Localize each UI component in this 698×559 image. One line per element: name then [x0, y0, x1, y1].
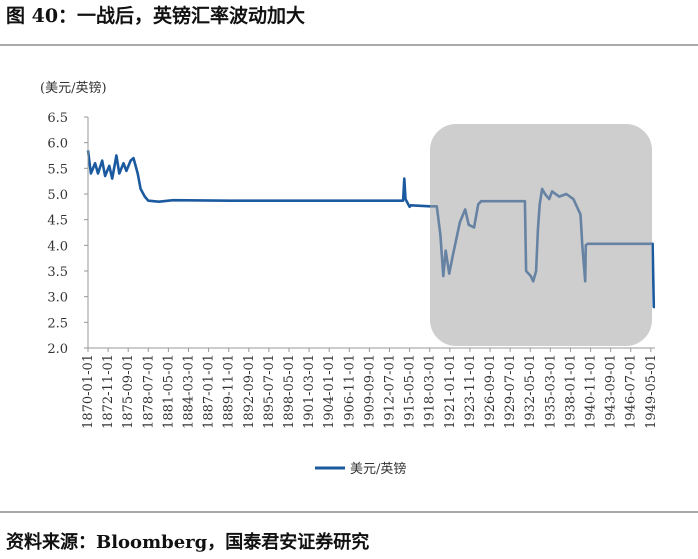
y-tick-label: 3.0: [47, 291, 68, 306]
x-tick-label: 1921-01-01: [443, 354, 458, 429]
x-tick-label: 1906-11-01: [342, 354, 357, 429]
y-tick-label: 4.0: [47, 239, 68, 254]
x-tick-label: 1904-01-01: [322, 354, 337, 429]
x-tick-label: 1901-03-01: [302, 354, 317, 429]
x-tick-label: 1912-07-01: [383, 354, 398, 429]
legend-label: 美元/英镑: [350, 461, 406, 477]
x-tick-label: 1878-07-01: [141, 354, 156, 429]
y-tick-label: 4.5: [47, 214, 68, 229]
x-tick-label: 1887-01-01: [202, 354, 217, 429]
y-tick-label: 6.5: [47, 111, 68, 126]
x-tick-label: 1875-09-01: [121, 354, 136, 429]
y-tick-label: 5.0: [47, 188, 68, 203]
x-tick-label: 1946-07-01: [624, 354, 639, 429]
x-tick-label: 1909-09-01: [362, 354, 377, 429]
x-tick-label: 1881-05-01: [161, 354, 176, 429]
y-tick-label: 2.0: [47, 342, 68, 357]
source: 资料来源：Bloomberg，国泰君安证券研究: [6, 531, 369, 553]
x-tick-label: 1892-09-01: [242, 354, 257, 429]
x-tick-label: 1889-11-01: [222, 354, 237, 429]
x-tick-label: 1943-09-01: [604, 354, 619, 429]
x-tick-label: 1898-05-01: [282, 354, 297, 429]
x-tick-label: 1932-05-01: [523, 354, 538, 429]
y-tick-label: 2.5: [47, 316, 68, 331]
x-tick-label: 1884-03-01: [181, 354, 196, 429]
x-tick-label: 1895-07-01: [262, 354, 277, 429]
y-axis-title: (美元/英镑): [40, 80, 107, 96]
y-tick-label: 3.5: [47, 265, 68, 280]
x-tick-label: 1915-05-01: [403, 354, 418, 429]
x-tick-label: 1923-11-01: [463, 354, 478, 429]
x-tick-label: 1870-01-01: [81, 354, 96, 429]
x-tick-label: 1940-11-01: [584, 354, 599, 429]
highlight-region: [430, 124, 652, 346]
y-tick-label: 6.0: [47, 137, 68, 152]
x-tick-label: 1949-05-01: [644, 354, 659, 429]
x-tick-label: 1929-07-01: [503, 354, 518, 429]
x-tick-label: 1918-03-01: [423, 354, 438, 429]
x-tick-label: 1935-03-01: [543, 354, 558, 429]
x-tick-label: 1872-11-01: [101, 354, 116, 429]
x-tick-label: 1926-09-01: [483, 354, 498, 429]
y-tick-label: 5.5: [47, 162, 68, 177]
x-tick-label: 1938-01-01: [563, 354, 578, 429]
chart-title: 图 40：一战后，英镑汇率波动加大: [6, 4, 305, 27]
